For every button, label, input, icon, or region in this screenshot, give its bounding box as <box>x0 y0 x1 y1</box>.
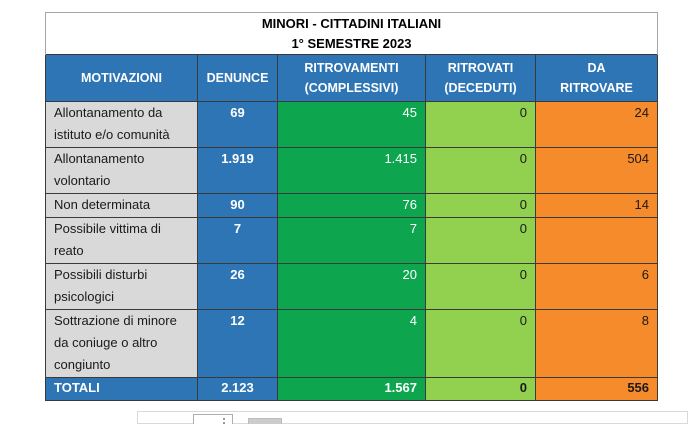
cell-ritrovati: 0 <box>425 101 536 148</box>
cell-denunce: 1.919 <box>197 147 278 194</box>
column-header-row: MOTIVAZIONI DENUNCE RITROVAMENTI (COMPLE… <box>45 54 659 102</box>
totals-ritrovamenti: 1.567 <box>277 377 426 401</box>
table-title: MINORI - CITTADINI ITALIANI 1° SEMESTRE … <box>44 12 659 55</box>
title-row: MINORI - CITTADINI ITALIANI 1° SEMESTRE … <box>44 12 659 55</box>
cropped-gray-box[interactable] <box>248 418 282 424</box>
table-title-line2: 1° SEMESTRE 2023 <box>291 36 412 51</box>
totals-label: TOTALI <box>45 377 198 401</box>
cell-ritrovati: 0 <box>425 147 536 194</box>
cell-denunce: 12 <box>197 309 278 378</box>
cell-motivazione: Non determinata <box>45 193 198 218</box>
table-title-line1: MINORI - CITTADINI ITALIANI <box>261 16 442 31</box>
cell-denunce: 26 <box>197 263 278 310</box>
cell-ritrovati: 0 <box>425 309 536 378</box>
cell-ritrovamenti: 20 <box>277 263 426 310</box>
totals-da-ritrovare: 556 <box>534 377 659 401</box>
cell-motivazione: Allontanamento da istituto e/o comunità <box>45 101 198 148</box>
cell-ritrovamenti: 76 <box>277 193 426 218</box>
column-header-ritrovati: RITROVATI (DECEDUTI) <box>425 54 536 102</box>
table-row: Sottrazione di minore da coniuge o altro… <box>45 309 659 378</box>
cell-ritrovamenti: 7 <box>277 217 426 264</box>
cell-da-ritrovare: 24 <box>534 101 659 148</box>
cell-da-ritrovare: 14 <box>534 193 659 218</box>
cell-motivazione: Allontanamento volontario <box>45 147 198 194</box>
cell-ritrovati: 0 <box>425 217 536 264</box>
cell-motivazione: Sottrazione di minore da coniuge o altro… <box>45 309 198 378</box>
table-row: Non determinata 90 76 0 14 <box>45 193 659 218</box>
cell-denunce: 90 <box>197 193 278 218</box>
column-header-da-ritrovare: DA RITROVARE <box>534 54 659 102</box>
cell-ritrovamenti: 1.415 <box>277 147 426 194</box>
cropped-panel-below <box>137 411 688 424</box>
cell-ritrovati: 0 <box>425 193 536 218</box>
column-header-ritrovamenti: RITROVAMENTI (COMPLESSIVI) <box>277 54 426 102</box>
missing-minors-table: MINORI - CITTADINI ITALIANI 1° SEMESTRE … <box>44 12 659 401</box>
column-header-motivazioni: MOTIVAZIONI <box>45 54 198 102</box>
cell-motivazione: Possibili disturbi psicologici <box>45 263 198 310</box>
cell-da-ritrovare: 504 <box>534 147 659 194</box>
cell-da-ritrovare: 8 <box>534 309 659 378</box>
cropped-stepper-button[interactable] <box>193 414 233 424</box>
cell-da-ritrovare <box>534 217 659 264</box>
column-header-denunce: DENUNCE <box>197 54 278 102</box>
cell-ritrovati: 0 <box>425 263 536 310</box>
cell-da-ritrovare: 6 <box>534 263 659 310</box>
table-row: Possibili disturbi psicologici 26 20 0 6 <box>45 263 659 310</box>
table-row-totals: TOTALI 2.123 1.567 0 556 <box>45 377 659 401</box>
table-row: Possibile vittima di reato 7 7 0 <box>45 217 659 264</box>
table-row: Allontanamento da istituto e/o comunità … <box>45 101 659 148</box>
totals-denunce: 2.123 <box>197 377 278 401</box>
cell-denunce: 7 <box>197 217 278 264</box>
cell-ritrovamenti: 45 <box>277 101 426 148</box>
cell-ritrovamenti: 4 <box>277 309 426 378</box>
table-row: Allontanamento volontario 1.919 1.415 0 … <box>45 147 659 194</box>
cell-motivazione: Possibile vittima di reato <box>45 217 198 264</box>
cell-denunce: 69 <box>197 101 278 148</box>
totals-ritrovati: 0 <box>425 377 536 401</box>
